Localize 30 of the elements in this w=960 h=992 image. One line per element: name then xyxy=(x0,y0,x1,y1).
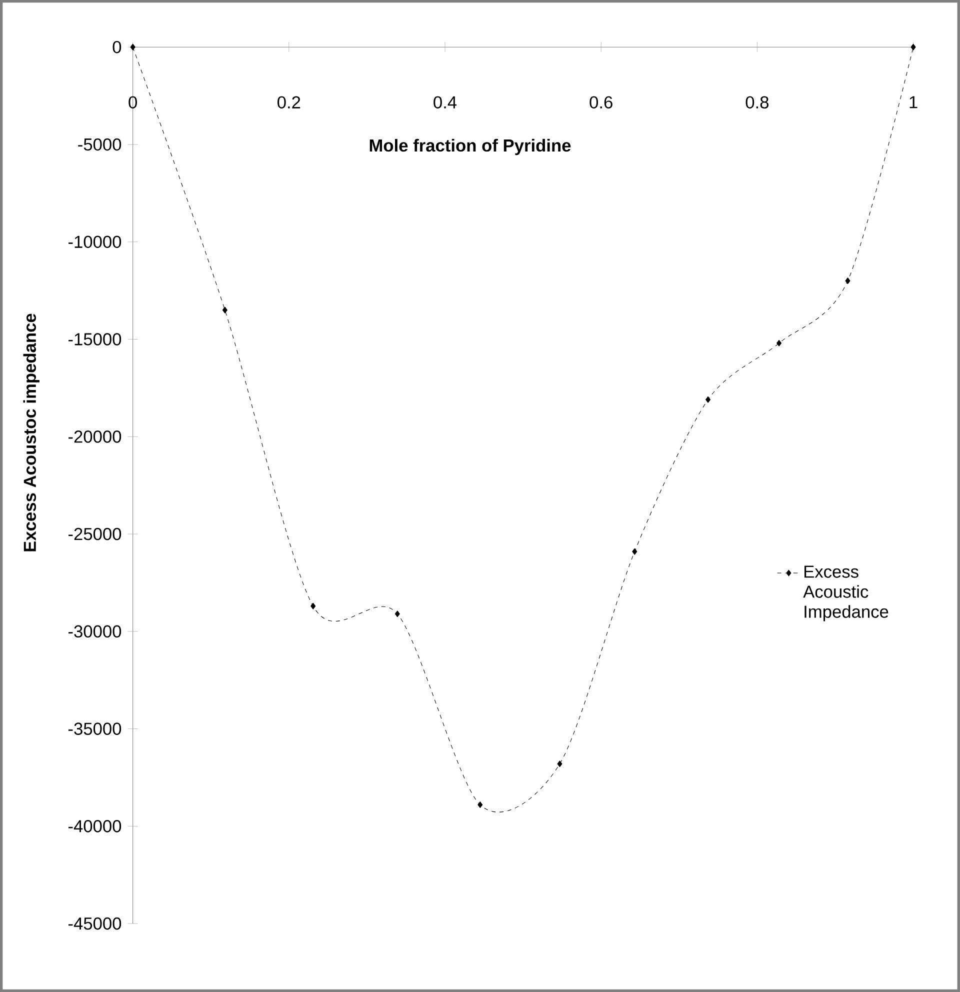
point xyxy=(706,396,711,403)
point xyxy=(776,340,782,346)
y-tick-label: -30000 xyxy=(68,625,122,638)
x-tick-label: 1 xyxy=(910,96,918,108)
point xyxy=(310,602,316,610)
y-tick-label: -35000 xyxy=(68,722,122,735)
x-tick-label: 0.4 xyxy=(434,96,457,108)
x-tick-label: 0 xyxy=(128,96,137,108)
x-axis-title: Mole fraction of Pyridine xyxy=(370,138,571,156)
point xyxy=(557,760,562,768)
y-tick-label: -5000 xyxy=(78,138,122,151)
y-axis-title: Excess Acoustoc impedance xyxy=(23,314,40,552)
y-tick-label: -10000 xyxy=(68,236,122,248)
x-tick-label: 0.6 xyxy=(590,96,612,108)
point xyxy=(845,278,850,284)
y-tick-label: -25000 xyxy=(68,528,122,540)
y-tick-label: -20000 xyxy=(68,430,122,443)
point xyxy=(394,610,400,618)
point xyxy=(130,44,136,50)
y-tick-label: 0 xyxy=(112,40,122,54)
y-tick-label: -40000 xyxy=(68,820,122,832)
point xyxy=(632,548,638,555)
point xyxy=(222,306,228,314)
legend-label: Excess Acoustic Impedance xyxy=(803,566,888,622)
point xyxy=(478,801,483,808)
y-tick-label: -15000 xyxy=(68,333,122,346)
y-tick-label: -45000 xyxy=(68,917,122,930)
point xyxy=(910,44,916,50)
x-tick-label: 0.8 xyxy=(746,96,769,108)
x-tick-label: 0.2 xyxy=(278,96,300,108)
